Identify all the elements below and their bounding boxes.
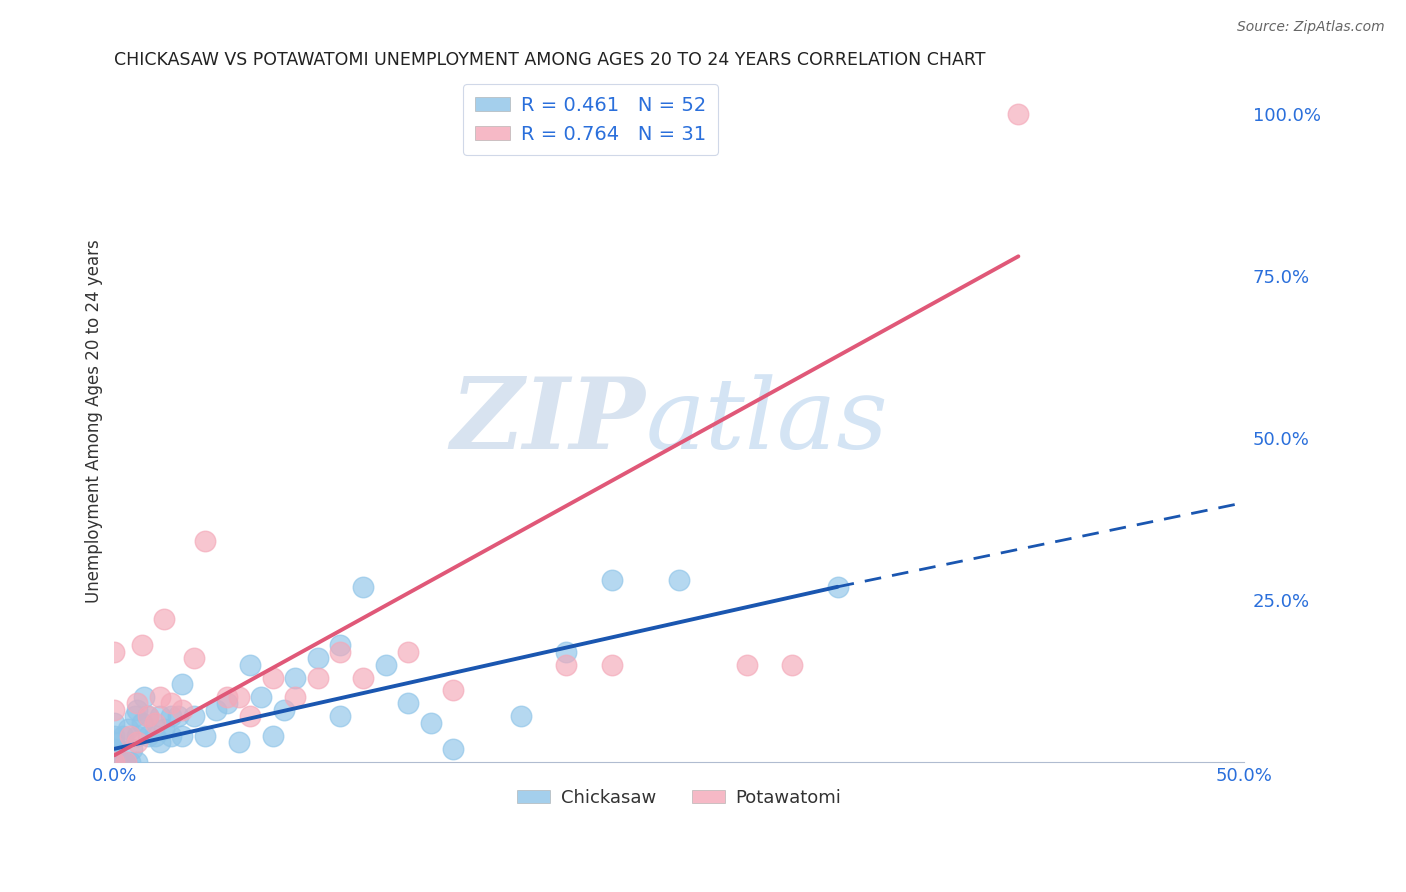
Point	[510, 709, 533, 723]
Point	[136, 709, 159, 723]
Point	[124, 709, 146, 723]
Point	[352, 580, 374, 594]
Point	[172, 729, 194, 743]
Point	[600, 657, 623, 672]
Point	[131, 715, 153, 730]
Point	[194, 729, 217, 743]
Point	[441, 683, 464, 698]
Point	[396, 645, 419, 659]
Point	[153, 612, 176, 626]
Point	[183, 651, 205, 665]
Point	[600, 574, 623, 588]
Text: atlas: atlas	[645, 374, 889, 469]
Point	[307, 651, 329, 665]
Point	[149, 735, 172, 749]
Point	[103, 741, 125, 756]
Point	[117, 723, 139, 737]
Point	[143, 729, 166, 743]
Point	[120, 755, 142, 769]
Point	[205, 703, 228, 717]
Point	[103, 703, 125, 717]
Point	[125, 755, 148, 769]
Point	[103, 755, 125, 769]
Point	[262, 729, 284, 743]
Point	[160, 697, 183, 711]
Text: CHICKASAW VS POTAWATOMI UNEMPLOYMENT AMONG AGES 20 TO 24 YEARS CORRELATION CHART: CHICKASAW VS POTAWATOMI UNEMPLOYMENT AMO…	[114, 51, 986, 69]
Point	[125, 729, 148, 743]
Point	[827, 580, 849, 594]
Point	[329, 638, 352, 652]
Point	[103, 715, 125, 730]
Point	[114, 755, 136, 769]
Point	[172, 703, 194, 717]
Point	[668, 574, 690, 588]
Point	[307, 671, 329, 685]
Point	[136, 709, 159, 723]
Point	[149, 690, 172, 704]
Point	[125, 703, 148, 717]
Point	[284, 690, 307, 704]
Point	[555, 657, 578, 672]
Point	[329, 709, 352, 723]
Point	[166, 709, 188, 723]
Point	[1007, 107, 1029, 121]
Point	[172, 677, 194, 691]
Point	[110, 755, 132, 769]
Legend: Chickasaw, Potawatomi: Chickasaw, Potawatomi	[510, 781, 849, 814]
Text: Source: ZipAtlas.com: Source: ZipAtlas.com	[1237, 20, 1385, 34]
Point	[441, 741, 464, 756]
Point	[239, 709, 262, 723]
Point	[396, 697, 419, 711]
Point	[228, 735, 250, 749]
Point	[735, 657, 758, 672]
Point	[103, 755, 125, 769]
Point	[136, 729, 159, 743]
Point	[114, 755, 136, 769]
Text: ZIP: ZIP	[450, 374, 645, 470]
Point	[103, 729, 125, 743]
Point	[125, 735, 148, 749]
Point	[239, 657, 262, 672]
Point	[228, 690, 250, 704]
Point	[555, 645, 578, 659]
Point	[153, 723, 176, 737]
Point	[132, 690, 155, 704]
Point	[103, 645, 125, 659]
Point	[160, 709, 183, 723]
Point	[217, 690, 239, 704]
Point	[131, 638, 153, 652]
Point	[352, 671, 374, 685]
Point	[284, 671, 307, 685]
Point	[250, 690, 273, 704]
Point	[183, 709, 205, 723]
Point	[374, 657, 396, 672]
Point	[262, 671, 284, 685]
Point	[160, 729, 183, 743]
Point	[143, 715, 166, 730]
Y-axis label: Unemployment Among Ages 20 to 24 years: Unemployment Among Ages 20 to 24 years	[86, 240, 103, 603]
Point	[125, 697, 148, 711]
Point	[329, 645, 352, 659]
Point	[120, 729, 142, 743]
Point	[112, 729, 135, 743]
Point	[121, 741, 143, 756]
Point	[149, 709, 172, 723]
Point	[273, 703, 295, 717]
Point	[103, 748, 125, 763]
Point	[103, 735, 125, 749]
Point	[419, 715, 441, 730]
Point	[782, 657, 804, 672]
Point	[194, 534, 217, 549]
Point	[217, 697, 239, 711]
